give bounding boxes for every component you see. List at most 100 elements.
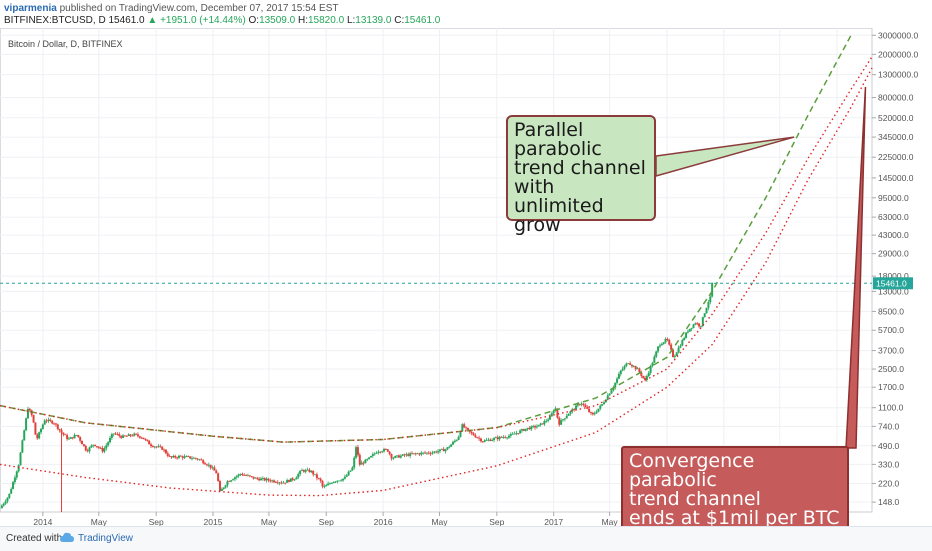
- symbol-label[interactable]: BITFINEX:BTCUSD, D: [4, 15, 106, 26]
- candle-body: [519, 430, 522, 434]
- candle-body: [328, 483, 331, 485]
- candle-body: [51, 420, 54, 424]
- candle-body: [625, 363, 628, 366]
- candle-body: [418, 453, 421, 455]
- candle-body: [679, 345, 682, 348]
- chart-area[interactable]: 148.0 220.0 330.0 490.0 740.0 1100.0 1700.0 250…: [0, 28, 932, 534]
- y-tick-label: 520000.0: [878, 113, 914, 123]
- candle-body: [353, 457, 356, 468]
- candle-body: [19, 452, 22, 466]
- candle-body: [565, 415, 568, 419]
- ohlc-high-value: 15820.0: [308, 15, 345, 26]
- candle-body: [176, 457, 179, 459]
- candle-body: [349, 470, 352, 472]
- candle-body: [396, 455, 399, 457]
- candle-body: [256, 477, 259, 479]
- candle-body: [465, 427, 468, 429]
- candle-body: [489, 439, 492, 441]
- candle-body: [647, 372, 650, 377]
- candle-body: [64, 434, 67, 436]
- red-dotted-upper-trend-line[interactable]: [0, 56, 873, 443]
- candle-body: [220, 489, 223, 491]
- candle-body: [338, 480, 341, 482]
- candle-body: [32, 414, 35, 423]
- y-tick-label: 345000.0: [878, 132, 914, 142]
- candle-body: [412, 453, 415, 455]
- tradingview-brand-link[interactable]: TradingView: [78, 533, 134, 544]
- candle-body: [388, 451, 391, 455]
- candle-body: [278, 482, 281, 484]
- candle-body: [373, 453, 376, 455]
- candle-body: [494, 437, 497, 439]
- candle-body: [297, 473, 300, 478]
- candle-body: [355, 447, 358, 458]
- tradingview-cloud-icon: [60, 532, 74, 542]
- candle-body: [287, 480, 290, 482]
- author-link[interactable]: viparmenia: [4, 3, 57, 14]
- candle-body: [254, 477, 257, 479]
- candle-body: [15, 471, 18, 478]
- candle-body: [461, 424, 464, 432]
- candle-body: [563, 418, 566, 420]
- candle-body: [558, 417, 561, 425]
- candle-body: [84, 445, 87, 451]
- candle-body: [327, 483, 330, 486]
- candle-body: [286, 480, 289, 483]
- candle-body: [334, 481, 337, 483]
- candle-body: [189, 456, 192, 459]
- candle-body: [472, 433, 475, 436]
- candle-body: [534, 425, 537, 428]
- candle-body: [597, 408, 600, 412]
- candle-body: [433, 451, 436, 453]
- candle-body: [245, 475, 248, 476]
- candle-body: [386, 449, 389, 452]
- candle-body: [25, 418, 28, 431]
- candle-body: [517, 433, 520, 434]
- candle-body: [323, 486, 326, 488]
- candle-body: [645, 376, 648, 380]
- candle-body: [163, 449, 166, 451]
- candle-body: [642, 375, 645, 378]
- price-change: +1951.0 (+14.44%): [160, 15, 246, 26]
- candle-body: [82, 444, 85, 446]
- candle-body: [586, 406, 589, 409]
- candle-body: [310, 470, 313, 473]
- ohlc-close-value: 15461.0: [404, 15, 441, 26]
- x-tick-label: 2016: [374, 517, 393, 526]
- candle-body: [49, 419, 52, 421]
- price-chart[interactable]: 148.0 220.0 330.0 490.0 740.0 1100.0 1700.0 250…: [0, 28, 932, 526]
- candle-body: [267, 478, 270, 481]
- note-line: parabolic: [629, 469, 717, 491]
- note-convergence-channel[interactable]: Convergence parabolic trend channel ends…: [621, 446, 849, 534]
- y-tick-label: 3700.0: [878, 346, 904, 356]
- candle-body: [86, 450, 89, 452]
- candle-body: [420, 452, 423, 455]
- candle-body: [321, 480, 324, 487]
- candle-body: [159, 446, 162, 448]
- candle-body: [301, 470, 304, 471]
- ohlc-close-label: C:: [394, 15, 405, 26]
- y-tick-label: 3000000.0: [878, 30, 918, 40]
- note-parallel-channel[interactable]: Parallel parabolic trend channel with un…: [506, 115, 656, 235]
- candle-body: [36, 434, 39, 439]
- candle-body: [8, 493, 11, 498]
- candle-body: [709, 296, 712, 303]
- candle-body: [513, 433, 516, 435]
- red-dotted-lower-trend-line[interactable]: [0, 67, 873, 497]
- candle-body: [619, 370, 622, 375]
- candle-body: [690, 327, 693, 329]
- candle-body: [88, 447, 91, 452]
- y-tick-label: 145000.0: [878, 173, 914, 183]
- candle-body: [655, 351, 658, 357]
- candle-body: [392, 457, 395, 459]
- candle-body: [369, 456, 372, 458]
- candle-body: [23, 430, 26, 441]
- candle-body: [686, 331, 689, 333]
- candle-body: [166, 453, 169, 456]
- candle-body: [634, 366, 637, 370]
- candle-body: [243, 475, 246, 476]
- candle-body: [511, 433, 514, 435]
- candle-body: [343, 476, 346, 479]
- candle-body: [576, 404, 579, 406]
- candle-body: [250, 476, 253, 477]
